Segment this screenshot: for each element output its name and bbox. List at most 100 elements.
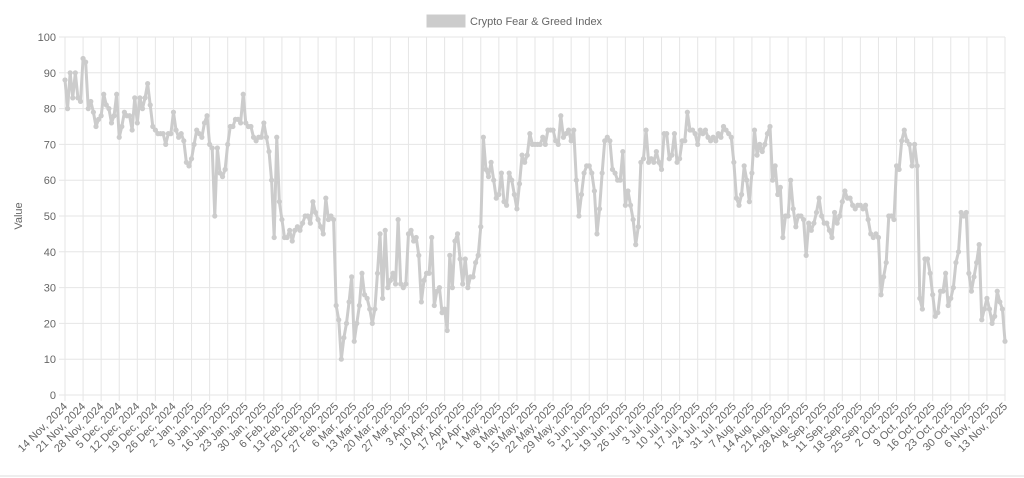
data-point [274, 134, 280, 140]
data-point [893, 163, 900, 169]
data-point [834, 220, 840, 226]
data-point [790, 206, 796, 212]
data-point [70, 95, 76, 101]
data-point [803, 252, 809, 258]
data-point [307, 220, 313, 226]
data-point [780, 234, 786, 241]
data-point [571, 127, 577, 133]
data-point [945, 302, 951, 309]
data-point [297, 227, 303, 233]
data-point [354, 320, 360, 326]
data-point [271, 234, 277, 241]
data-point [640, 156, 647, 162]
data-point [901, 127, 907, 133]
data-point [361, 292, 368, 298]
data-point [875, 234, 882, 241]
data-point [904, 138, 910, 144]
data-point [452, 238, 458, 244]
data-point [462, 256, 468, 262]
data-point [111, 113, 117, 119]
data-point [222, 166, 228, 173]
data-point [736, 202, 742, 208]
data-point [320, 231, 326, 237]
data-point [550, 127, 556, 133]
data-point [878, 292, 884, 298]
data-point [873, 231, 879, 237]
data-point [723, 127, 729, 133]
data-point [906, 141, 913, 147]
data-point [418, 299, 424, 305]
data-point [999, 306, 1006, 312]
data-point [759, 148, 765, 155]
data-point [434, 288, 440, 294]
data-point [749, 170, 755, 176]
data-point [142, 95, 148, 101]
data-point [263, 134, 270, 140]
data-point [426, 270, 432, 276]
data-point [950, 285, 956, 291]
data-point [137, 95, 143, 101]
data-point [442, 306, 448, 312]
data-point [243, 120, 249, 126]
data-point [139, 106, 146, 112]
data-point [235, 116, 241, 122]
data-point [607, 138, 613, 144]
data-point [207, 141, 213, 147]
data-point [831, 209, 838, 216]
data-point [101, 91, 107, 97]
data-point [258, 134, 264, 140]
data-point [837, 213, 843, 219]
data-point [310, 199, 316, 205]
data-point [568, 138, 574, 144]
data-point [230, 123, 236, 130]
data-point [540, 134, 546, 140]
data-point [279, 216, 285, 223]
data-point [697, 127, 703, 133]
data-point [860, 206, 866, 212]
data-point [648, 156, 654, 162]
data-point [176, 134, 182, 140]
data-point [294, 224, 301, 230]
data-point [638, 159, 644, 165]
data-point [870, 234, 876, 241]
data-point [666, 156, 672, 162]
data-point [253, 138, 259, 144]
data-point [800, 216, 807, 223]
data-point [186, 163, 192, 169]
data-point [292, 227, 298, 233]
data-point [150, 123, 156, 130]
data-point [630, 216, 636, 223]
data-point [85, 106, 91, 112]
data-point [728, 134, 734, 140]
data-point [692, 131, 698, 137]
data-point [429, 234, 435, 241]
data-point [83, 59, 89, 65]
data-point [798, 213, 804, 219]
data-point [516, 181, 523, 187]
data-point [888, 213, 894, 219]
data-point [599, 170, 605, 176]
data-point [201, 120, 208, 126]
data-point [708, 138, 714, 144]
data-point [558, 113, 564, 119]
data-point [653, 148, 659, 155]
data-point [924, 256, 931, 262]
data-point [183, 159, 189, 165]
data-point [119, 123, 125, 130]
data-point [75, 95, 81, 101]
data-point [842, 188, 848, 194]
data-point [868, 231, 874, 237]
data-point [287, 227, 293, 233]
data-point [622, 202, 628, 208]
data-point [411, 238, 417, 244]
data-point [806, 220, 812, 226]
data-point [219, 174, 226, 180]
data-point [64, 106, 71, 112]
data-point [883, 259, 889, 266]
data-point [498, 170, 505, 176]
data-point [98, 113, 104, 119]
data-point [669, 152, 675, 158]
data-point [643, 127, 649, 133]
data-point [103, 102, 109, 108]
y-tick-label: 10 [44, 354, 56, 366]
